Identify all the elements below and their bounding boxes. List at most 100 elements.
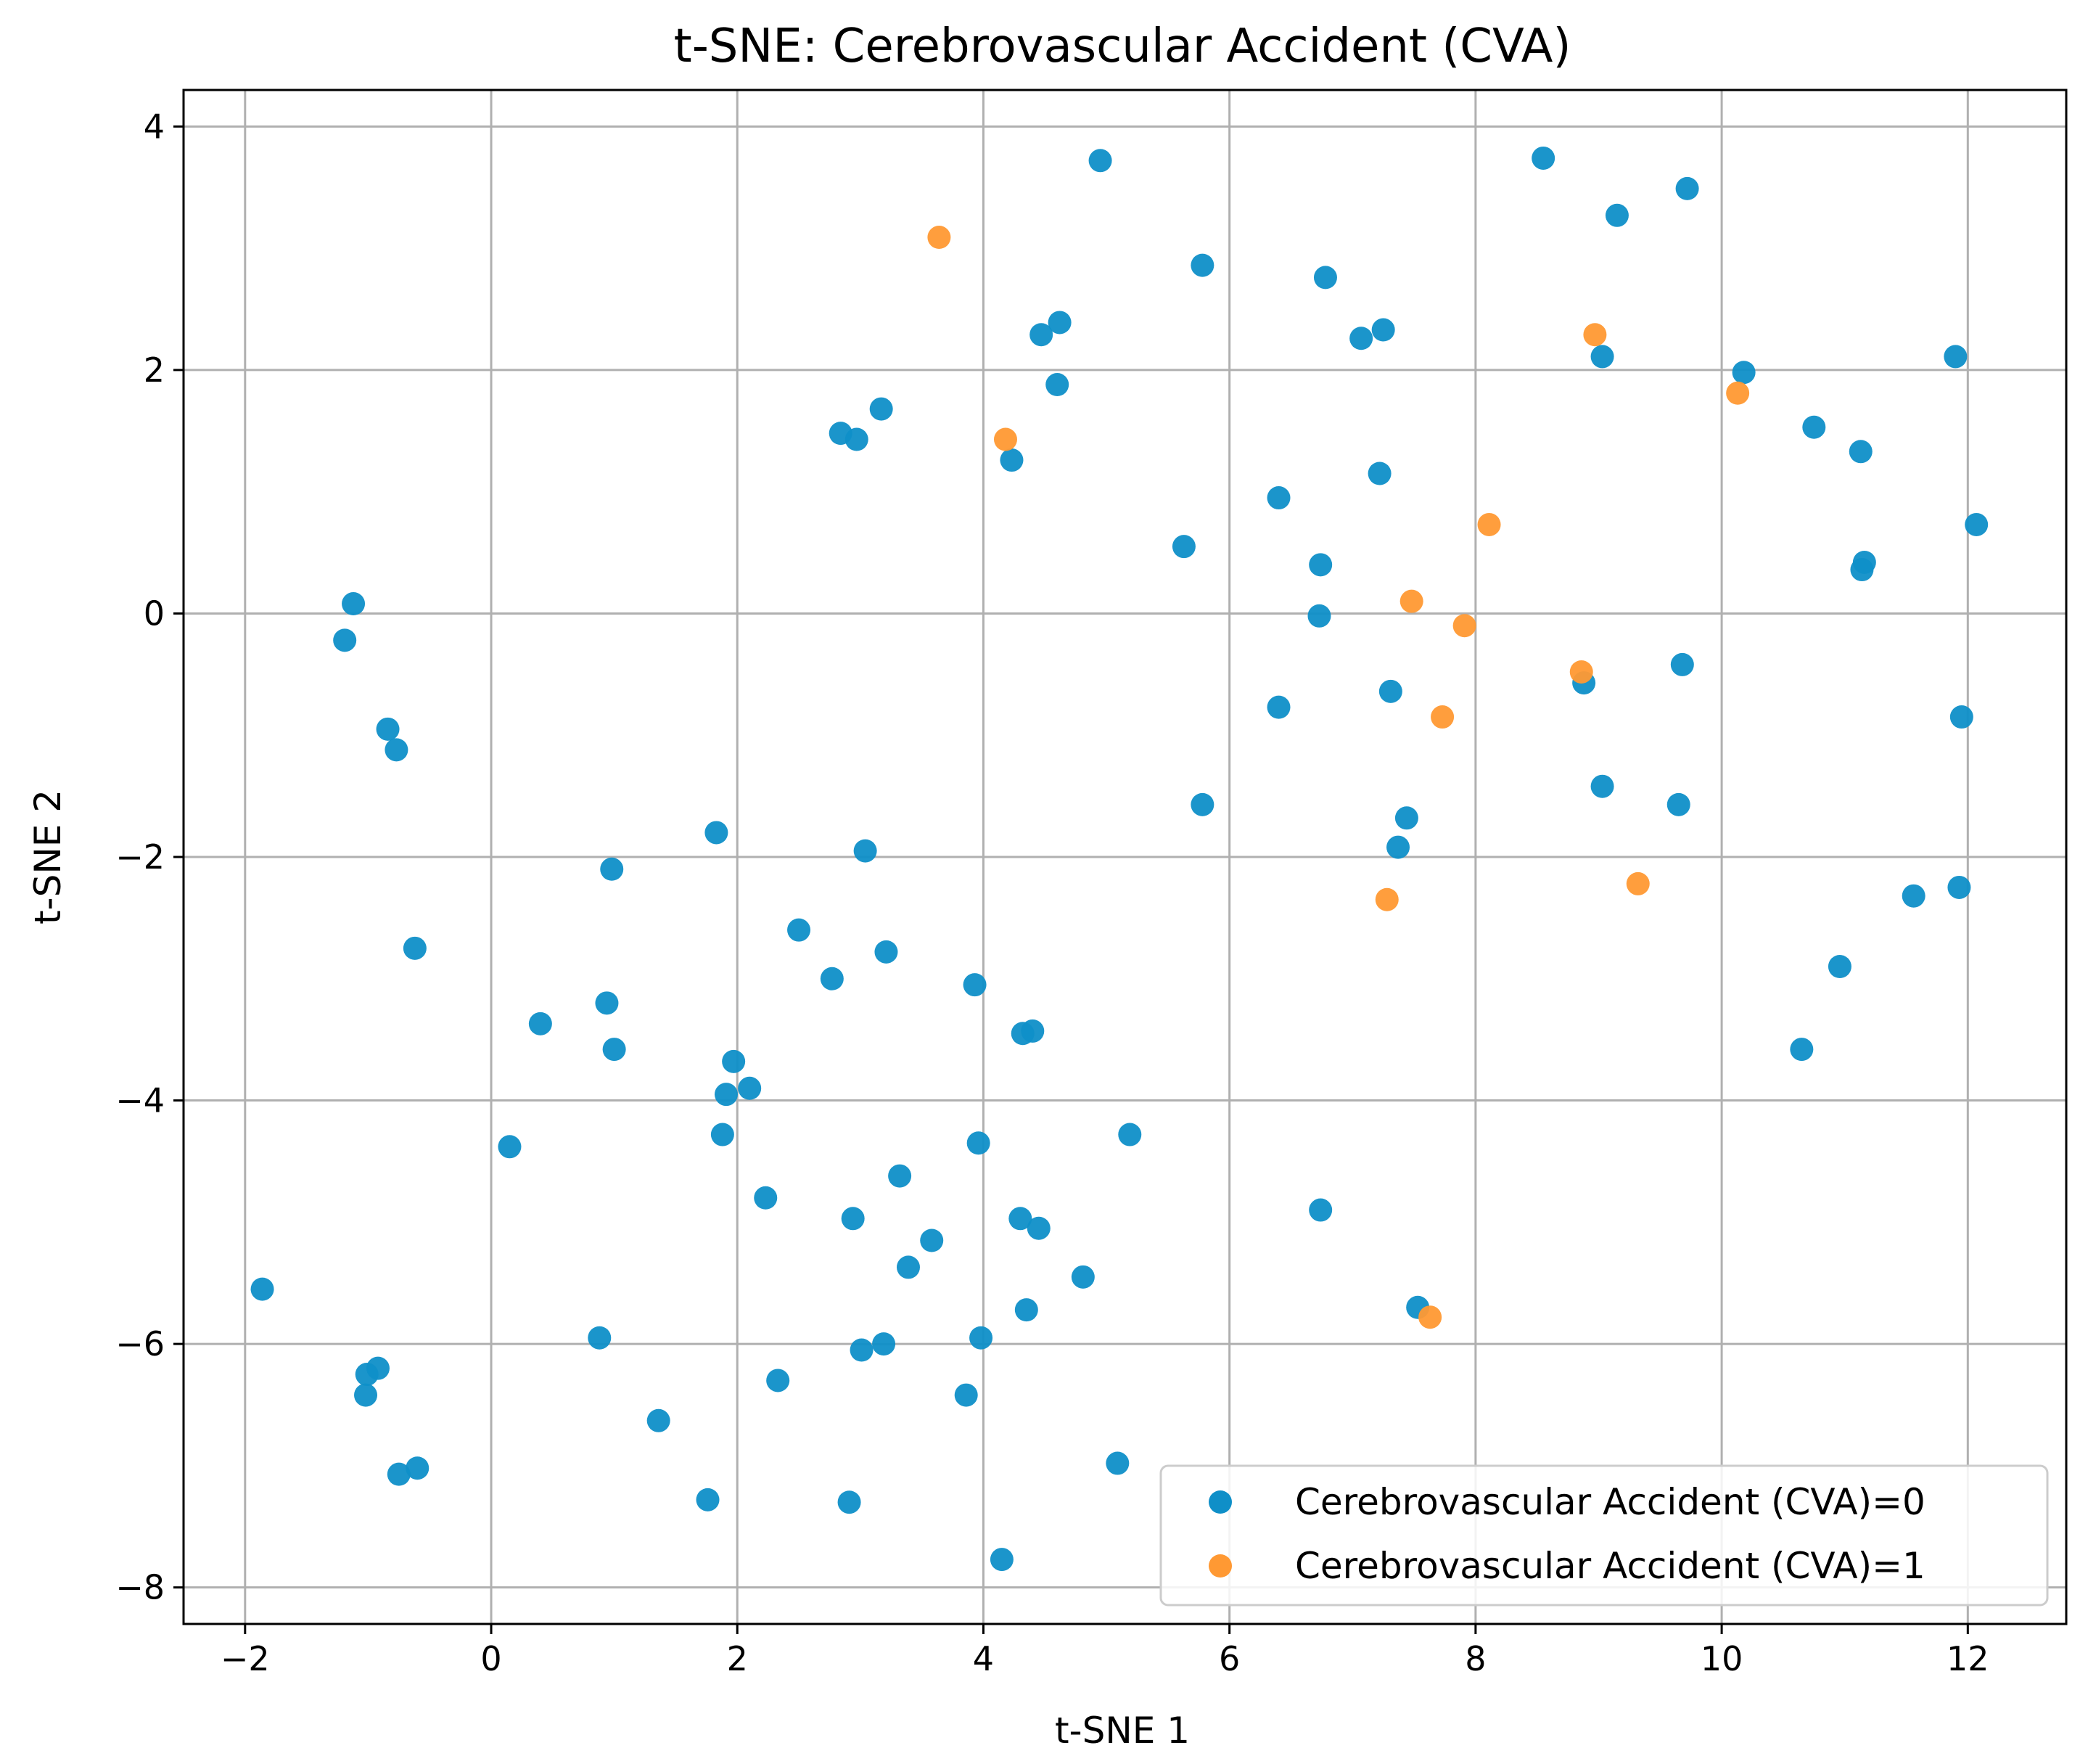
data-point-cva-0 <box>1386 835 1410 859</box>
data-point-cva-0 <box>403 936 427 960</box>
y-tick-label: 4 <box>144 107 165 146</box>
data-point-cva-0 <box>1008 1207 1032 1231</box>
data-point-cva-0 <box>385 738 408 762</box>
data-point-cva-0 <box>920 1228 944 1252</box>
data-point-cva-1 <box>927 226 951 250</box>
data-point-cva-0 <box>1309 1198 1333 1222</box>
data-point-cva-0 <box>1371 318 1395 342</box>
data-point-cva-1 <box>1569 660 1593 684</box>
data-point-cva-0 <box>1088 149 1112 173</box>
x-tick-label: −2 <box>221 1639 270 1678</box>
data-point-cva-0 <box>333 628 357 652</box>
data-point-cva-0 <box>1106 1451 1130 1475</box>
data-point-cva-0 <box>1313 266 1337 290</box>
x-tick-label: 0 <box>480 1639 501 1678</box>
data-point-cva-0 <box>872 1332 896 1356</box>
data-point-cva-0 <box>1590 774 1614 798</box>
data-point-cva-0 <box>1902 884 1925 908</box>
data-point-cva-0 <box>342 592 366 616</box>
data-point-cva-0 <box>1828 955 1851 978</box>
legend-label-cva-1: Cerebrovascular Accident (CVA)=1 <box>1295 1545 1925 1587</box>
data-point-cva-0 <box>714 1083 738 1107</box>
data-point-cva-0 <box>963 973 987 997</box>
data-point-cva-0 <box>1378 679 1402 703</box>
data-point-cva-0 <box>588 1326 612 1350</box>
data-point-cva-0 <box>820 967 844 990</box>
x-axis-label: t-SNE 1 <box>1055 1710 1190 1752</box>
y-axis-label: t-SNE 2 <box>27 789 69 924</box>
y-tick-label: −8 <box>115 1568 165 1607</box>
data-point-cva-0 <box>528 1012 552 1035</box>
data-point-cva-0 <box>250 1277 274 1301</box>
data-point-cva-0 <box>966 1131 990 1155</box>
y-tick-label: −2 <box>115 837 165 877</box>
x-tick-label: 2 <box>727 1639 748 1678</box>
data-point-cva-1 <box>1583 323 1607 347</box>
data-point-cva-0 <box>710 1123 734 1146</box>
data-point-cva-1 <box>1375 887 1399 911</box>
data-point-cva-1 <box>993 427 1017 451</box>
x-tick-label: 4 <box>973 1639 994 1678</box>
data-point-cva-0 <box>1675 176 1699 200</box>
data-point-cva-1 <box>1626 871 1650 895</box>
data-point-cva-0 <box>1532 146 1555 170</box>
data-point-cva-0 <box>1947 875 1971 899</box>
data-point-cva-0 <box>1732 361 1756 385</box>
data-point-cva-0 <box>600 857 624 881</box>
data-point-cva-0 <box>1014 1298 1038 1322</box>
data-point-cva-0 <box>1267 695 1291 719</box>
data-point-cva-0 <box>1944 345 1968 369</box>
data-point-cva-0 <box>1118 1123 1142 1146</box>
data-point-cva-0 <box>850 1338 874 1362</box>
data-point-cva-0 <box>954 1383 978 1407</box>
data-point-cva-1 <box>1477 512 1501 536</box>
data-point-cva-0 <box>704 821 728 845</box>
data-point-cva-0 <box>969 1326 993 1350</box>
grid <box>184 90 2066 1624</box>
data-point-cva-0 <box>754 1186 778 1210</box>
legend-marker-cva-1 <box>1209 1554 1232 1578</box>
data-point-cva-0 <box>1368 461 1392 485</box>
data-point-cva-0 <box>406 1456 429 1480</box>
x-tick-label: 12 <box>1947 1639 1989 1678</box>
data-point-cva-0 <box>354 1383 378 1407</box>
data-point-cva-0 <box>1802 415 1826 439</box>
data-point-cva-0 <box>1000 448 1024 472</box>
data-point-cva-0 <box>738 1076 762 1100</box>
legend: Cerebrovascular Accident (CVA)=0 Cerebro… <box>1159 1464 2049 1607</box>
axis-ticks: −2 0 2 4 6 8 10 12 −8 −6 −4 −2 0 2 4 <box>115 107 1989 1678</box>
data-point-cva-0 <box>990 1548 1014 1572</box>
data-point-cva-0 <box>1590 345 1614 369</box>
data-point-cva-0 <box>1949 705 1973 729</box>
data-point-cva-0 <box>602 1038 626 1062</box>
data-point-cva-0 <box>376 717 400 741</box>
data-point-cva-0 <box>869 397 893 421</box>
data-point-cva-1 <box>1452 614 1476 638</box>
data-point-cva-0 <box>498 1135 522 1159</box>
data-point-cva-0 <box>1045 373 1069 397</box>
data-point-cva-0 <box>355 1363 379 1387</box>
x-tick-label: 6 <box>1219 1639 1240 1678</box>
data-point-cva-0 <box>1349 327 1373 350</box>
data-point-cva-0 <box>1394 806 1418 830</box>
data-point-cva-0 <box>722 1049 746 1073</box>
y-tick-label: −6 <box>115 1324 165 1363</box>
data-point-cva-0 <box>1191 792 1214 816</box>
data-point-cva-0 <box>1267 486 1291 510</box>
data-point-cva-0 <box>1666 792 1690 816</box>
data-points <box>250 146 1989 1572</box>
data-point-cva-0 <box>1670 652 1694 676</box>
legend-marker-cva-0 <box>1209 1490 1232 1514</box>
legend-label-cva-0: Cerebrovascular Accident (CVA)=0 <box>1295 1481 1925 1523</box>
data-point-cva-0 <box>1172 535 1196 559</box>
data-point-cva-1 <box>1399 589 1423 613</box>
data-point-cva-0 <box>837 1490 861 1514</box>
data-point-cva-0 <box>646 1408 670 1432</box>
data-point-cva-0 <box>787 918 811 942</box>
y-tick-label: 2 <box>144 350 165 390</box>
data-point-cva-0 <box>1027 1216 1051 1240</box>
y-tick-label: −4 <box>115 1081 165 1120</box>
data-point-cva-0 <box>766 1369 790 1392</box>
data-point-cva-0 <box>595 991 619 1015</box>
